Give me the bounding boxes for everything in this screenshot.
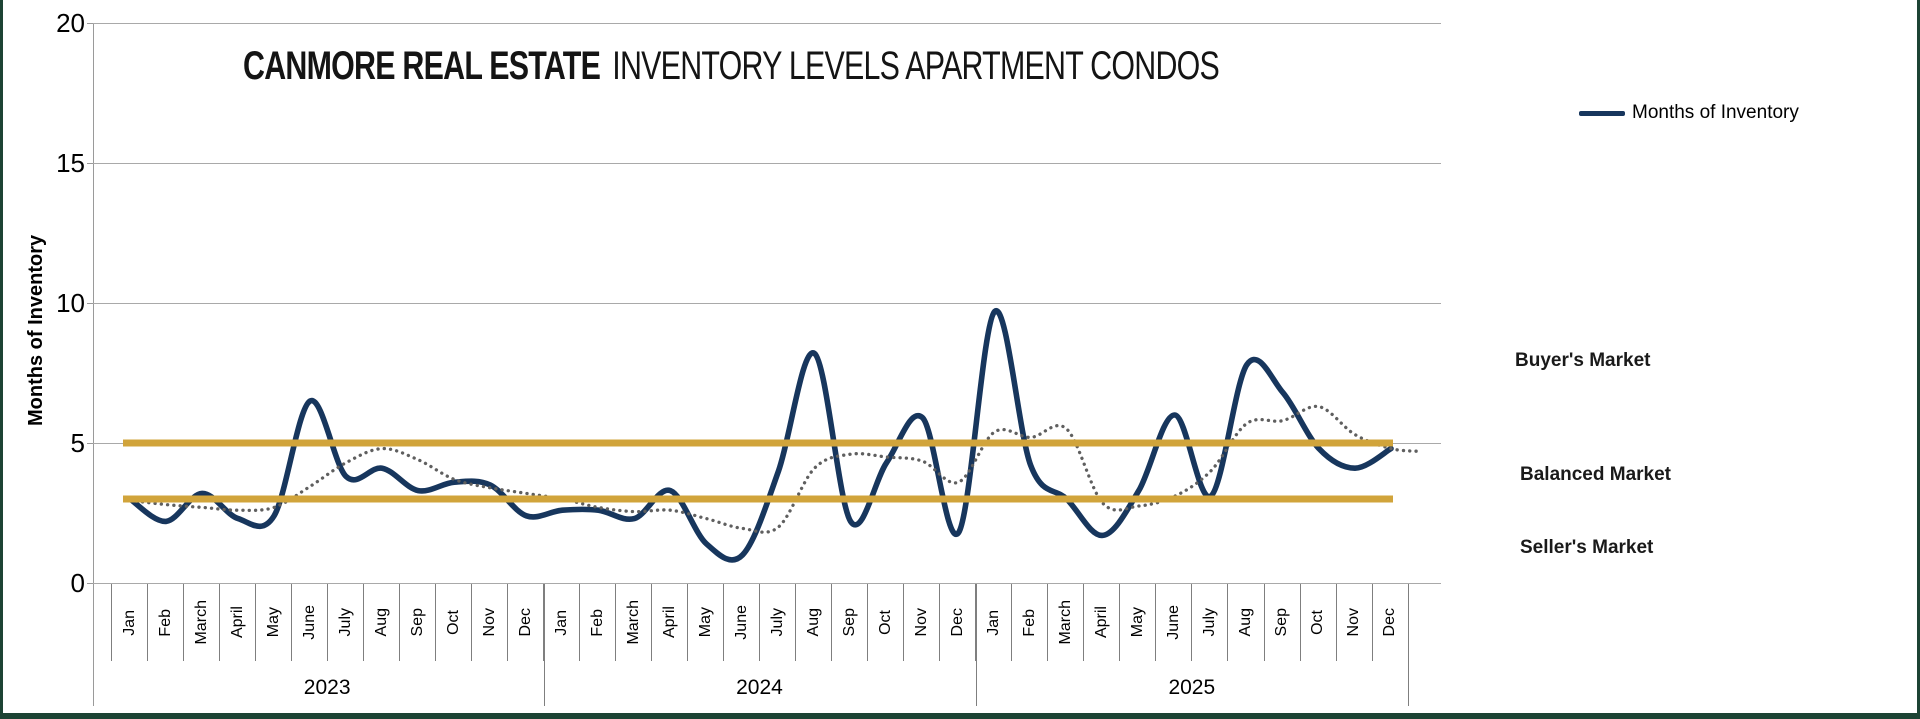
month-label-march-2025: March: [1048, 584, 1085, 661]
month-label-april-2023: April: [220, 584, 257, 661]
chart-plot: [93, 23, 1441, 584]
y-tick-0: 0: [70, 568, 85, 598]
month-label-nov-2023: Nov: [472, 584, 509, 661]
y-tickmark-5: [87, 443, 94, 444]
year-label-2025: 2025: [1168, 676, 1216, 699]
month-label-jan-2023: Jan: [112, 584, 149, 661]
month-label-oct-2024: Oct: [868, 584, 905, 661]
month-label-nov-2025: Nov: [1337, 584, 1373, 661]
month-label-may-2024: May: [688, 584, 725, 661]
month-label-feb-2024: Feb: [580, 584, 617, 661]
x-axis-year-labels: 2023 2024 2025: [111, 584, 1408, 706]
month-label-april-2024: April: [652, 584, 689, 661]
month-label-march-2024: March: [616, 584, 653, 661]
month-label-april-2025: April: [1084, 584, 1121, 661]
month-label-sep-2025: Sep: [1265, 584, 1301, 661]
chart-title-rest: INVENTORY LEVELS APARTMENT CONDOS: [612, 44, 1220, 88]
year-separator: [975, 584, 977, 706]
year-label-2023: 2023: [303, 676, 351, 699]
month-label-june-2024: June: [724, 584, 761, 661]
y-tickmark-0: [87, 583, 94, 584]
y-tick-20: 20: [56, 8, 85, 38]
y-tick-15: 15: [56, 148, 85, 178]
year-separator: [1408, 584, 1409, 706]
year-separator: [543, 584, 545, 706]
month-label-feb-2025: Feb: [1012, 584, 1049, 661]
y-tickmark-10: [87, 303, 94, 304]
y-tickmark-15: [87, 163, 94, 164]
month-label-feb-2023: Feb: [148, 584, 185, 661]
x-axis-month-labels: Jan Feb March April May June July Aug Sep Oct Nov D…: [111, 584, 1409, 661]
month-label-june-2025: June: [1156, 584, 1193, 661]
y-tick-5: 5: [70, 428, 85, 458]
y-tickmark-20: [87, 23, 94, 24]
legend-line-swatch: [1579, 110, 1625, 116]
sellers-market-label: Seller's Market: [1520, 537, 1654, 558]
month-label-sep-2023: Sep: [400, 584, 437, 661]
month-label-aug-2025: Aug: [1228, 584, 1265, 661]
month-label-june-2023: June: [292, 584, 329, 661]
month-label-nov-2024: Nov: [904, 584, 941, 661]
month-label-oct-2023: Oct: [436, 584, 473, 661]
legend-label: Months of Inventory: [1632, 102, 1799, 123]
month-label-may-2025: May: [1120, 584, 1157, 661]
trend-dotted-line: [128, 404, 1422, 534]
chart-title: CANMORE REAL ESTATE INVENTORY LEVELS APAR…: [243, 44, 1220, 89]
month-label-sep-2024: Sep: [832, 584, 869, 661]
month-label-july-2025: July: [1192, 584, 1229, 661]
month-label-march-2023: March: [184, 584, 221, 661]
month-label-aug-2024: Aug: [796, 584, 833, 661]
legend: Months of Inventory: [1579, 102, 1799, 124]
month-label-aug-2023: Aug: [364, 584, 401, 661]
y-axis-line: [93, 23, 94, 706]
year-label-2024: 2024: [736, 676, 783, 699]
month-label-jan-2025: Jan: [976, 584, 1013, 661]
month-label-may-2023: May: [256, 584, 293, 661]
month-label-july-2023: July: [328, 584, 365, 661]
balanced-market-label: Balanced Market: [1520, 464, 1672, 485]
buyers-market-label: Buyer's Market: [1515, 350, 1651, 371]
month-label-jan-2024: Jan: [544, 584, 581, 661]
y-tick-10: 10: [56, 288, 85, 318]
chart-title-brand: CANMORE REAL ESTATE: [243, 44, 601, 88]
month-label-oct-2025: Oct: [1301, 584, 1337, 661]
months-of-inventory-line: [127, 308, 1394, 563]
month-label-july-2024: July: [760, 584, 797, 661]
